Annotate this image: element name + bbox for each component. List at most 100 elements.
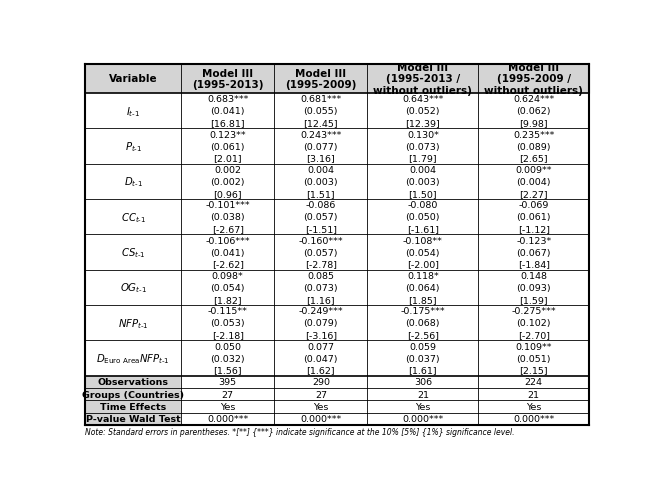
Polygon shape: [274, 388, 367, 401]
Polygon shape: [478, 118, 589, 129]
Polygon shape: [181, 388, 274, 401]
Text: $\mathit{D}_{t\text{-}1}$: $\mathit{D}_{t\text{-}1}$: [124, 175, 143, 189]
Polygon shape: [367, 94, 478, 106]
Text: [-2.67]: [-2.67]: [212, 224, 243, 234]
Polygon shape: [181, 106, 274, 118]
Text: (0.068): (0.068): [405, 319, 440, 327]
Text: 0.681***: 0.681***: [300, 95, 342, 104]
Polygon shape: [478, 235, 589, 246]
Text: [-1.84]: [-1.84]: [518, 260, 549, 269]
Polygon shape: [274, 188, 367, 200]
Polygon shape: [367, 401, 478, 413]
Text: 0.109**: 0.109**: [515, 342, 552, 351]
Text: Yes: Yes: [313, 402, 328, 411]
Text: (0.003): (0.003): [303, 178, 338, 186]
Polygon shape: [478, 364, 589, 376]
Polygon shape: [478, 94, 589, 106]
Text: 0.004: 0.004: [307, 166, 334, 175]
Text: 224: 224: [524, 378, 543, 386]
Text: [-2.62]: [-2.62]: [212, 260, 243, 269]
Text: Groups (Countries): Groups (Countries): [82, 390, 184, 399]
Polygon shape: [367, 188, 478, 200]
Polygon shape: [367, 341, 478, 352]
Polygon shape: [181, 401, 274, 413]
Polygon shape: [181, 282, 274, 294]
Text: (0.067): (0.067): [517, 248, 551, 257]
Polygon shape: [274, 118, 367, 129]
Polygon shape: [478, 246, 589, 259]
Text: 21: 21: [417, 390, 429, 399]
Polygon shape: [181, 246, 274, 259]
Text: $\mathit{OG}_{t\text{-}1}$: $\mathit{OG}_{t\text{-}1}$: [120, 281, 147, 295]
Text: -0.101***: -0.101***: [205, 201, 250, 210]
Text: [1.51]: [1.51]: [307, 189, 335, 198]
Polygon shape: [274, 413, 367, 425]
Text: [-3.16]: [-3.16]: [305, 330, 337, 339]
Text: Yes: Yes: [220, 402, 236, 411]
Polygon shape: [367, 413, 478, 425]
Text: [-2.00]: [-2.00]: [407, 260, 439, 269]
Text: (0.057): (0.057): [303, 213, 338, 222]
Polygon shape: [274, 94, 367, 106]
Polygon shape: [478, 188, 589, 200]
Text: [1.82]: [1.82]: [213, 295, 242, 304]
Text: (0.079): (0.079): [303, 319, 338, 327]
Text: 0.009**: 0.009**: [515, 166, 552, 175]
Polygon shape: [86, 270, 181, 305]
Text: Model III
(1995-2009): Model III (1995-2009): [285, 68, 357, 90]
Text: 0.000***: 0.000***: [207, 414, 248, 424]
Text: Model III
(1995-2009 /
without outliers): Model III (1995-2009 / without outliers): [484, 63, 583, 96]
Polygon shape: [478, 259, 589, 270]
Polygon shape: [367, 352, 478, 364]
Polygon shape: [478, 352, 589, 364]
Polygon shape: [274, 329, 367, 341]
Polygon shape: [181, 65, 274, 94]
Polygon shape: [478, 211, 589, 223]
Polygon shape: [478, 141, 589, 153]
Polygon shape: [181, 164, 274, 176]
Polygon shape: [181, 413, 274, 425]
Polygon shape: [86, 65, 181, 94]
Polygon shape: [181, 141, 274, 153]
Polygon shape: [478, 329, 589, 341]
Text: [2.01]: [2.01]: [213, 154, 242, 163]
Text: (0.061): (0.061): [517, 213, 551, 222]
Text: -0.123*: -0.123*: [516, 236, 551, 245]
Polygon shape: [86, 401, 181, 413]
Polygon shape: [478, 176, 589, 188]
Text: (0.057): (0.057): [303, 248, 338, 257]
Polygon shape: [478, 223, 589, 235]
Polygon shape: [181, 294, 274, 305]
Polygon shape: [478, 106, 589, 118]
Polygon shape: [86, 235, 181, 270]
Polygon shape: [478, 153, 589, 164]
Polygon shape: [367, 282, 478, 294]
Text: 290: 290: [312, 378, 330, 386]
Text: (0.062): (0.062): [517, 107, 551, 116]
Polygon shape: [274, 341, 367, 352]
Text: Variable: Variable: [109, 74, 157, 84]
Polygon shape: [367, 235, 478, 246]
Text: 0.059: 0.059: [409, 342, 436, 351]
Polygon shape: [274, 106, 367, 118]
Polygon shape: [86, 200, 181, 235]
Text: (0.093): (0.093): [517, 284, 551, 292]
Text: 0.077: 0.077: [307, 342, 334, 351]
Text: (0.053): (0.053): [211, 319, 245, 327]
Text: -0.160***: -0.160***: [299, 236, 343, 245]
Polygon shape: [274, 153, 367, 164]
Text: [9.98]: [9.98]: [519, 119, 548, 128]
Polygon shape: [478, 341, 589, 352]
Text: (0.089): (0.089): [517, 142, 551, 151]
Polygon shape: [274, 305, 367, 317]
Polygon shape: [367, 65, 478, 94]
Text: 0.148: 0.148: [520, 271, 547, 281]
Text: -0.249***: -0.249***: [299, 307, 343, 316]
Polygon shape: [367, 200, 478, 211]
Polygon shape: [274, 164, 367, 176]
Text: [1.59]: [1.59]: [519, 295, 548, 304]
Text: [2.65]: [2.65]: [519, 154, 548, 163]
Polygon shape: [86, 413, 181, 425]
Polygon shape: [274, 235, 367, 246]
Text: [1.85]: [1.85]: [409, 295, 437, 304]
